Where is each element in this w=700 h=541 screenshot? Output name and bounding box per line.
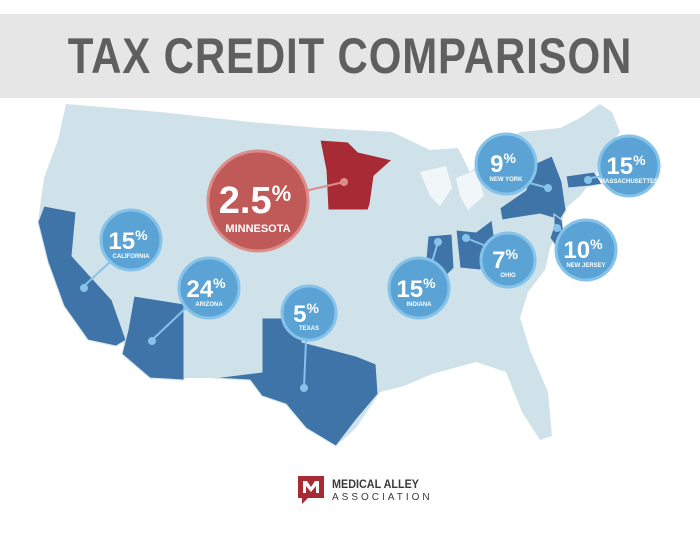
bubble-new-jersey-name: NEW JERSEY xyxy=(566,263,605,269)
dot-texas xyxy=(300,384,308,392)
bubble-california-value: 15% xyxy=(108,227,148,255)
bubble-indiana-name: INDIANA xyxy=(407,302,433,308)
dot-indiana xyxy=(434,238,442,246)
bubble-texas-name: TEXAS xyxy=(299,326,319,332)
great-lakes xyxy=(420,166,484,210)
dot-massachusetts xyxy=(584,176,592,184)
dot-arizona xyxy=(148,337,156,345)
medical-alley-logo-icon xyxy=(298,476,324,504)
state-california xyxy=(37,205,127,347)
bubble-minnesota-name: MINNESOTA xyxy=(225,223,290,235)
bubble-new-york: 9% NEW YORK xyxy=(474,132,538,196)
bubble-new-york-name: NEW YORK xyxy=(490,177,524,183)
bubble-massachusetts-name: MASSACHUSETTES xyxy=(600,179,658,185)
bubble-new-york-value: 9% xyxy=(490,150,516,178)
bubble-new-jersey-value: 10% xyxy=(563,236,603,264)
bubble-texas: 5% TEXAS xyxy=(280,284,338,342)
bubble-ohio: 7% OHIO xyxy=(479,231,537,289)
bubble-texas-value: 5% xyxy=(293,300,319,328)
state-minnesota xyxy=(319,139,394,211)
dot-california xyxy=(80,284,88,292)
bubble-ohio-name: OHIO xyxy=(500,273,516,279)
dot-minnesota xyxy=(340,178,348,186)
bubble-california: 15% CALIFORNIA xyxy=(99,208,163,272)
bubble-minnesota-value: 2.5% xyxy=(219,180,291,222)
bubble-massachusetts: 15% MASSACHUSETTES xyxy=(597,134,661,198)
bubble-ohio-value: 7% xyxy=(492,246,518,274)
logo-name: MEDICAL ALLEY xyxy=(332,476,420,491)
connector-california xyxy=(83,259,113,287)
bubble-arizona: 24% ARIZONA xyxy=(177,256,241,320)
bubble-indiana-value: 15% xyxy=(396,275,436,303)
dot-ohio xyxy=(462,234,470,242)
connector-texas xyxy=(303,339,307,389)
bubble-minnesota: 2.5% MINNESOTA xyxy=(206,149,310,253)
connector-arizona xyxy=(151,305,189,341)
bubble-massachusetts-value: 15% xyxy=(606,152,646,180)
bubble-indiana: 15% INDIANA xyxy=(387,256,451,320)
bubble-arizona-value: 24% xyxy=(186,275,226,303)
state-texas xyxy=(213,317,379,447)
bubble-arizona-name: ARIZONA xyxy=(195,302,223,308)
page-title: TAX CREDIT COMPARISON xyxy=(67,28,633,84)
medical-alley-logo: MEDICAL ALLEY ASSOCIATION xyxy=(296,474,433,506)
title-band: TAX CREDIT COMPARISON xyxy=(0,14,700,98)
connector-dots xyxy=(80,176,592,392)
bubble-california-name: CALIFORNIA xyxy=(113,254,151,260)
logo-subtitle: ASSOCIATION xyxy=(332,491,433,503)
dot-new-york xyxy=(544,184,552,192)
dot-new-jersey xyxy=(553,224,561,232)
bubble-new-jersey: 10% NEW JERSEY xyxy=(554,218,618,282)
